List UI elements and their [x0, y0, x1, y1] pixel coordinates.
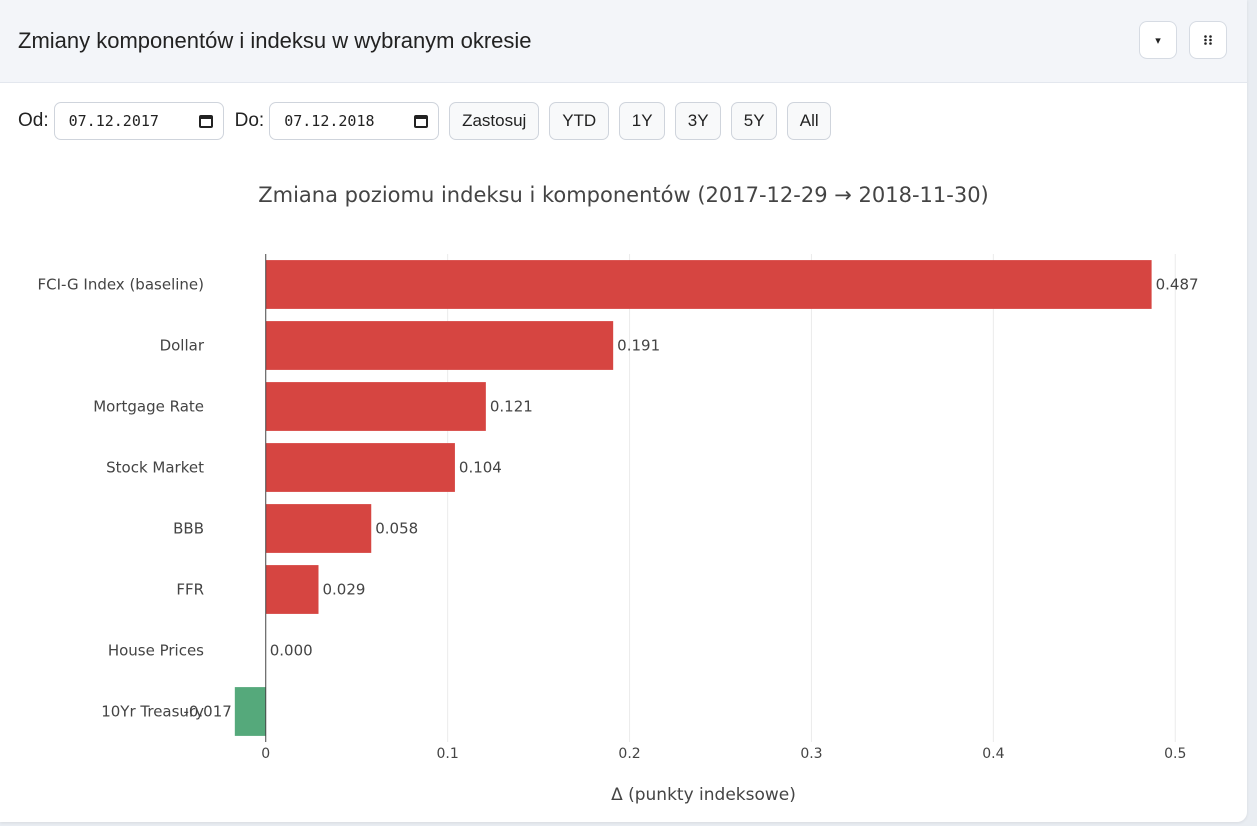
date-range-controls: Od: 07.12.2017 Do: 07.12.2018 Zastosuj Y…: [18, 101, 832, 141]
bar: [265, 504, 372, 553]
bar: [265, 443, 455, 492]
range-1y-button[interactable]: 1Y: [619, 102, 666, 140]
apply-button[interactable]: Zastosuj: [449, 102, 540, 140]
category-label: Dollar: [160, 337, 205, 355]
data-label: 0.000: [270, 642, 313, 660]
x-tick-label: 0.1: [437, 746, 459, 762]
grip-icon: [1204, 35, 1212, 45]
data-label: 0.029: [322, 581, 365, 599]
from-date-value: 07.12.2017: [68, 112, 159, 130]
data-label: -0.017: [183, 703, 231, 721]
category-label: House Prices: [108, 642, 204, 660]
category-label: Stock Market: [106, 459, 204, 477]
caret-down-icon: ▾: [1155, 34, 1161, 47]
range-5y-button[interactable]: 5Y: [731, 102, 778, 140]
range-ytd-button[interactable]: YTD: [549, 102, 610, 140]
data-label: 0.487: [1156, 276, 1199, 294]
category-label: FCI-G Index (baseline): [38, 276, 204, 294]
to-label: Do:: [234, 110, 265, 131]
card-header: Zmiany komponentów i indeksu w wybranym …: [0, 0, 1247, 83]
calendar-icon[interactable]: [414, 114, 429, 128]
chart-title: Zmiana poziomu indeksu i komponentów (20…: [258, 183, 989, 207]
bar: [234, 687, 266, 736]
from-label: Od:: [18, 110, 49, 131]
data-label: 0.121: [490, 398, 533, 416]
drag-handle-button[interactable]: [1189, 21, 1227, 59]
category-label: Mortgage Rate: [93, 398, 204, 416]
data-label: 0.191: [617, 337, 660, 355]
x-tick-label: 0.2: [618, 746, 640, 762]
x-tick-label: 0.5: [1164, 746, 1186, 762]
to-date-input[interactable]: 07.12.2018: [269, 102, 440, 140]
bar: [265, 321, 614, 370]
x-tick-label: 0.3: [800, 746, 822, 762]
card-title: Zmiany komponentów i indeksu w wybranym …: [18, 28, 532, 53]
x-tick-label: 0: [261, 746, 270, 762]
category-label: BBB: [173, 520, 204, 538]
data-label: 0.058: [375, 520, 418, 538]
category-label: FFR: [176, 581, 204, 599]
to-date-value: 07.12.2018: [284, 112, 375, 130]
dropdown-button[interactable]: ▾: [1139, 21, 1177, 59]
range-all-button[interactable]: All: [787, 102, 832, 140]
bar: [265, 382, 486, 431]
x-axis-title: Δ (punkty indeksowe): [611, 785, 796, 805]
from-date-input[interactable]: 07.12.2017: [53, 102, 224, 140]
data-label: 0.104: [459, 459, 502, 477]
category-label: 10Yr Treasury: [101, 703, 204, 721]
bar: [265, 260, 1152, 309]
range-3y-button[interactable]: 3Y: [675, 102, 722, 140]
bar: [265, 565, 319, 614]
x-tick-label: 0.4: [982, 746, 1004, 762]
calendar-icon[interactable]: [198, 114, 213, 128]
